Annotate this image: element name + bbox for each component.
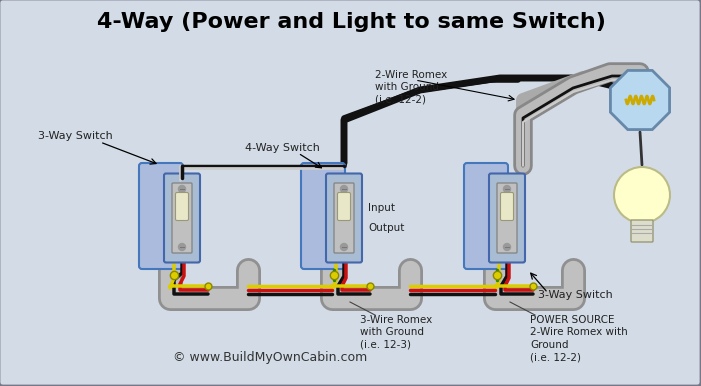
- FancyBboxPatch shape: [301, 163, 345, 269]
- FancyBboxPatch shape: [326, 173, 362, 262]
- FancyBboxPatch shape: [497, 183, 517, 253]
- Text: 3-Way Switch: 3-Way Switch: [38, 131, 113, 141]
- FancyBboxPatch shape: [631, 220, 653, 242]
- FancyBboxPatch shape: [337, 193, 350, 220]
- Text: 4-Way (Power and Light to same Switch): 4-Way (Power and Light to same Switch): [97, 12, 606, 32]
- Polygon shape: [611, 70, 669, 130]
- Text: 2-Wire Romex
with Ground
(i.e. 12-2): 2-Wire Romex with Ground (i.e. 12-2): [375, 70, 447, 105]
- Circle shape: [179, 244, 186, 251]
- Text: © www.BuildMyOwnCabin.com: © www.BuildMyOwnCabin.com: [173, 352, 367, 364]
- FancyBboxPatch shape: [334, 183, 354, 253]
- Text: 3-Wire Romex
with Ground
(i.e. 12-3): 3-Wire Romex with Ground (i.e. 12-3): [360, 315, 433, 350]
- FancyBboxPatch shape: [501, 193, 514, 220]
- Circle shape: [341, 186, 348, 193]
- Text: 4-Way Switch: 4-Way Switch: [245, 143, 320, 153]
- Text: Input: Input: [368, 203, 395, 213]
- Circle shape: [341, 244, 348, 251]
- FancyBboxPatch shape: [139, 163, 183, 269]
- Circle shape: [503, 244, 510, 251]
- Circle shape: [614, 167, 670, 223]
- FancyBboxPatch shape: [172, 183, 192, 253]
- FancyBboxPatch shape: [464, 163, 508, 269]
- FancyBboxPatch shape: [489, 173, 525, 262]
- FancyBboxPatch shape: [175, 193, 189, 220]
- FancyBboxPatch shape: [164, 173, 200, 262]
- Text: 3-Way Switch: 3-Way Switch: [538, 290, 613, 300]
- Text: Output: Output: [368, 223, 404, 233]
- Circle shape: [179, 186, 186, 193]
- Text: POWER SOURCE
2-Wire Romex with
Ground
(i.e. 12-2): POWER SOURCE 2-Wire Romex with Ground (i…: [530, 315, 628, 362]
- Circle shape: [503, 186, 510, 193]
